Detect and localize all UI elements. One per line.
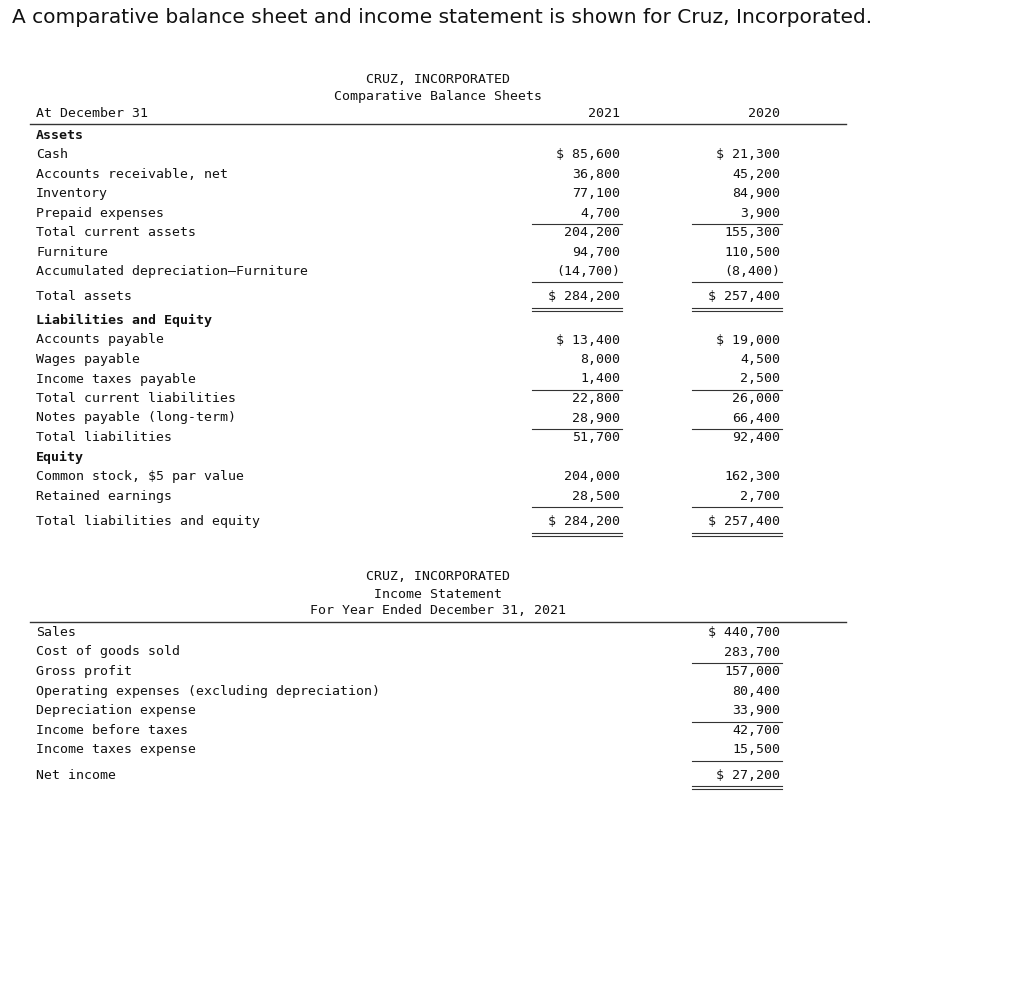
Text: CRUZ, INCORPORATED: CRUZ, INCORPORATED (366, 73, 510, 86)
Text: 28,500: 28,500 (572, 490, 620, 502)
Text: Prepaid expenses: Prepaid expenses (36, 206, 164, 219)
Text: 2020: 2020 (748, 107, 780, 120)
Text: Depreciation expense: Depreciation expense (36, 704, 196, 717)
Text: $ 257,400: $ 257,400 (708, 290, 780, 303)
Text: 28,900: 28,900 (572, 412, 620, 425)
Text: 33,900: 33,900 (732, 704, 780, 717)
Text: Total liabilities and equity: Total liabilities and equity (36, 515, 260, 528)
Text: $ 257,400: $ 257,400 (708, 515, 780, 528)
Text: Accounts payable: Accounts payable (36, 334, 164, 347)
Text: 162,300: 162,300 (724, 470, 780, 483)
Text: 36,800: 36,800 (572, 167, 620, 180)
Text: 2021: 2021 (588, 107, 620, 120)
Text: $ 19,000: $ 19,000 (716, 334, 780, 347)
Text: Retained earnings: Retained earnings (36, 490, 172, 502)
Text: 66,400: 66,400 (732, 412, 780, 425)
Text: 110,500: 110,500 (724, 245, 780, 258)
Text: 51,700: 51,700 (572, 431, 620, 444)
Text: $ 85,600: $ 85,600 (556, 148, 620, 161)
Text: Liabilities and Equity: Liabilities and Equity (36, 314, 212, 327)
Text: 204,000: 204,000 (564, 470, 620, 483)
Text: 26,000: 26,000 (732, 392, 780, 405)
Text: $ 27,200: $ 27,200 (716, 769, 780, 782)
Text: Total current liabilities: Total current liabilities (36, 392, 236, 405)
Text: $ 21,300: $ 21,300 (716, 148, 780, 161)
Text: 94,700: 94,700 (572, 245, 620, 258)
Text: Comparative Balance Sheets: Comparative Balance Sheets (334, 90, 542, 103)
Text: 45,200: 45,200 (732, 167, 780, 180)
Text: 42,700: 42,700 (732, 724, 780, 737)
Text: 77,100: 77,100 (572, 187, 620, 200)
Text: (8,400): (8,400) (724, 265, 780, 278)
Text: A comparative balance sheet and income statement is shown for Cruz, Incorporated: A comparative balance sheet and income s… (12, 8, 872, 27)
Text: Gross profit: Gross profit (36, 665, 132, 678)
Text: Inventory: Inventory (36, 187, 108, 200)
Text: 4,500: 4,500 (740, 353, 780, 366)
Text: 22,800: 22,800 (572, 392, 620, 405)
Text: Income taxes payable: Income taxes payable (36, 373, 196, 386)
Text: $ 284,200: $ 284,200 (548, 515, 620, 528)
Text: 92,400: 92,400 (732, 431, 780, 444)
Text: Common stock, $5 par value: Common stock, $5 par value (36, 470, 244, 483)
Text: Wages payable: Wages payable (36, 353, 140, 366)
Text: Net income: Net income (36, 769, 116, 782)
Text: 157,000: 157,000 (724, 665, 780, 678)
Text: $ 13,400: $ 13,400 (556, 334, 620, 347)
Text: 1,400: 1,400 (580, 373, 620, 386)
Text: For Year Ended December 31, 2021: For Year Ended December 31, 2021 (310, 604, 566, 617)
Text: Notes payable (long-term): Notes payable (long-term) (36, 412, 236, 425)
Text: 3,900: 3,900 (740, 206, 780, 219)
Text: $ 284,200: $ 284,200 (548, 290, 620, 303)
Text: Income before taxes: Income before taxes (36, 724, 188, 737)
Text: $ 440,700: $ 440,700 (708, 626, 780, 639)
Text: 15,500: 15,500 (732, 743, 780, 756)
Text: 8,000: 8,000 (580, 353, 620, 366)
Text: 204,200: 204,200 (564, 226, 620, 239)
Text: 80,400: 80,400 (732, 685, 780, 698)
Text: CRUZ, INCORPORATED: CRUZ, INCORPORATED (366, 570, 510, 583)
Text: Income taxes expense: Income taxes expense (36, 743, 196, 756)
Text: Total liabilities: Total liabilities (36, 431, 172, 444)
Text: Assets: Assets (36, 129, 84, 142)
Text: 2,700: 2,700 (740, 490, 780, 502)
Text: Sales: Sales (36, 626, 76, 639)
Text: Cost of goods sold: Cost of goods sold (36, 645, 180, 658)
Text: Accounts receivable, net: Accounts receivable, net (36, 167, 228, 180)
Text: Operating expenses (excluding depreciation): Operating expenses (excluding depreciati… (36, 685, 380, 698)
Text: Accumulated depreciation–Furniture: Accumulated depreciation–Furniture (36, 265, 308, 278)
Text: Income Statement: Income Statement (374, 587, 502, 600)
Text: Total assets: Total assets (36, 290, 132, 303)
Text: 283,700: 283,700 (724, 645, 780, 658)
Text: 155,300: 155,300 (724, 226, 780, 239)
Text: 4,700: 4,700 (580, 206, 620, 219)
Text: (14,700): (14,700) (556, 265, 620, 278)
Text: At December 31: At December 31 (36, 107, 148, 120)
Text: 2,500: 2,500 (740, 373, 780, 386)
Text: Total current assets: Total current assets (36, 226, 196, 239)
Text: Cash: Cash (36, 148, 68, 161)
Text: Furniture: Furniture (36, 245, 108, 258)
Text: Equity: Equity (36, 451, 84, 464)
Text: 84,900: 84,900 (732, 187, 780, 200)
